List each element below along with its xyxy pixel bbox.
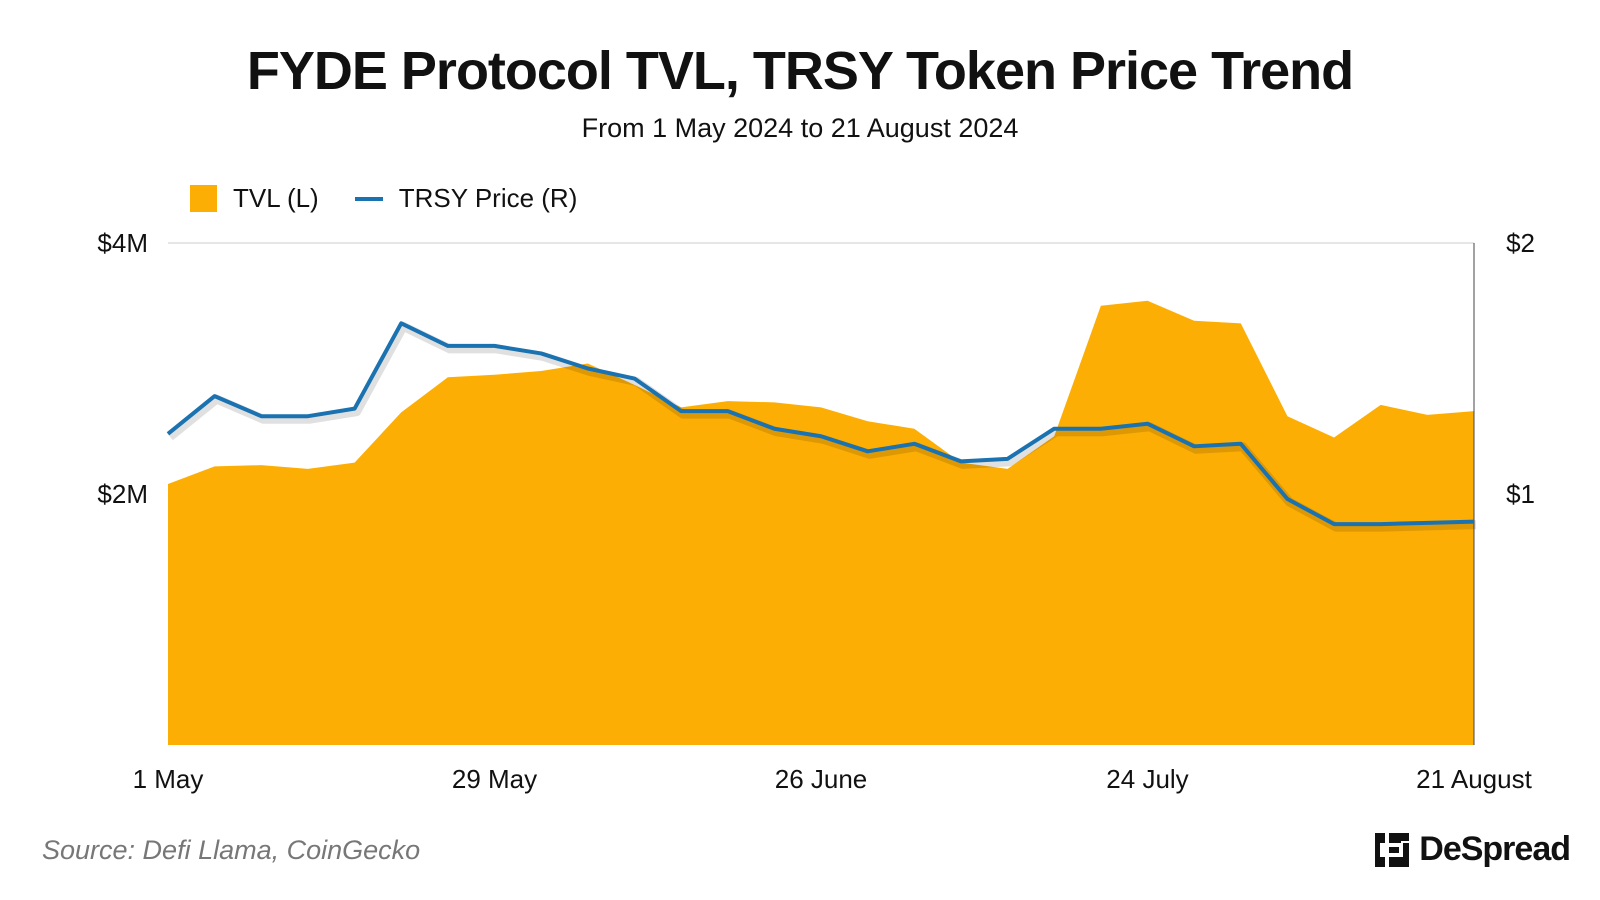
trsy-legend-label: TRSY Price (R) bbox=[398, 183, 578, 213]
legend: TVL (L) TRSY Price (R) bbox=[190, 183, 613, 214]
legend-item-tvl: TVL (L) bbox=[190, 183, 319, 214]
despread-logo-icon bbox=[1375, 832, 1410, 867]
x-tick-label: 21 August bbox=[1416, 764, 1532, 794]
chart-subtitle: From 1 May 2024 to 21 August 2024 bbox=[581, 113, 1019, 143]
x-tick-label: 29 May bbox=[452, 764, 537, 794]
y-left-tick-label: $4M bbox=[97, 228, 148, 258]
brand: DeSpread bbox=[1373, 830, 1571, 869]
trsy-price-line bbox=[166, 321, 1475, 527]
trsy-legend-swatch bbox=[354, 196, 383, 201]
source-note: Source: Defi Llama, CoinGecko bbox=[42, 835, 421, 865]
x-tick-label: 1 May bbox=[133, 764, 204, 794]
y-right-tick-label: $1 bbox=[1506, 479, 1535, 509]
y-right-tick-label: $2 bbox=[1506, 228, 1535, 258]
tvl-legend-label: TVL (L) bbox=[233, 183, 319, 213]
y-left-tick-label: $2M bbox=[97, 479, 148, 509]
tvl-legend-swatch bbox=[190, 185, 217, 212]
legend-item-trsy: TRSY Price (R) bbox=[354, 183, 578, 214]
x-tick-label: 26 June bbox=[775, 764, 868, 794]
x-tick-label: 24 July bbox=[1106, 764, 1188, 794]
tvl-area bbox=[168, 300, 1474, 745]
brand-name: DeSpread bbox=[1419, 830, 1571, 868]
chart-title: FYDE Protocol TVL, TRSY Token Price Tren… bbox=[246, 41, 1354, 101]
